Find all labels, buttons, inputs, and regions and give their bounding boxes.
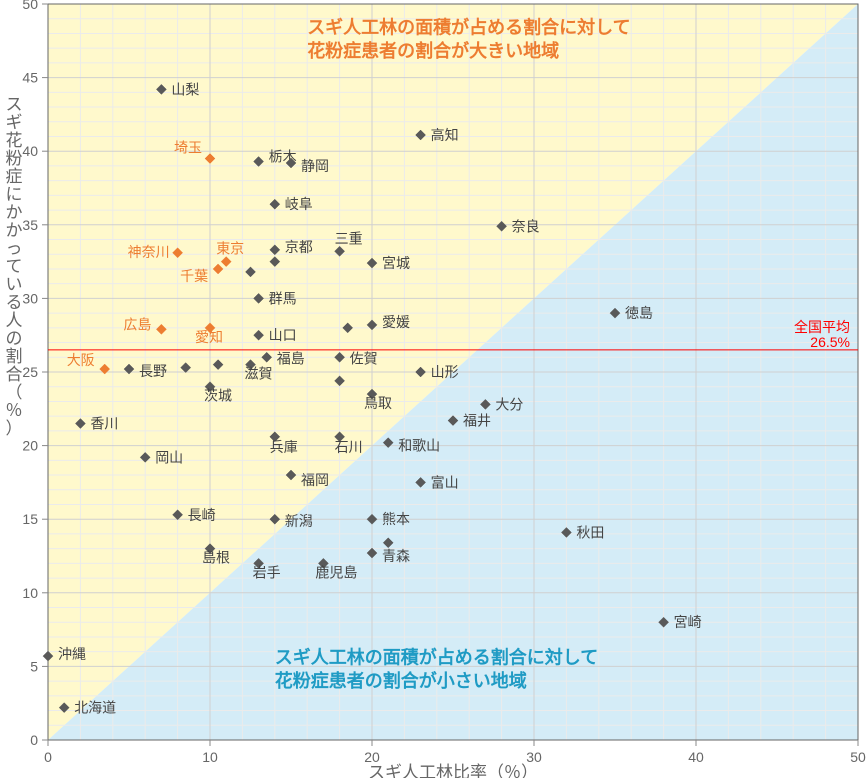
y-tick-label: 25	[22, 364, 38, 380]
point-label: 富山	[431, 474, 459, 490]
average-label-1: 全国平均	[794, 319, 850, 335]
point-label: 京都	[285, 239, 313, 255]
point-label: 佐賀	[350, 350, 378, 366]
point-label: 山形	[431, 364, 459, 380]
scatter-chart: 0102030405005101520253035404550スギ人工林比率（％…	[0, 0, 866, 778]
y-axis-label-char: ス	[6, 95, 23, 114]
y-tick-label: 50	[22, 0, 38, 12]
y-axis-label-char: て	[6, 257, 23, 276]
point-label: 新潟	[285, 513, 313, 529]
y-axis-label-char: ギ	[6, 113, 23, 132]
y-tick-label: 45	[22, 70, 38, 86]
point-label: 福島	[277, 350, 305, 366]
upper-region-text-2: 花粉症患者の割合が大きい地域	[307, 40, 559, 61]
point-label: 高知	[431, 127, 459, 143]
point-label: 鹿児島	[315, 564, 357, 580]
point-label: 石川	[335, 439, 363, 455]
point-label: 宮城	[382, 255, 410, 271]
y-axis-label-char: か	[6, 221, 23, 240]
point-label: 徳島	[625, 305, 653, 321]
point-label: 岡山	[155, 449, 183, 465]
point-label: 鳥取	[364, 395, 392, 411]
point-label: 岩手	[253, 564, 281, 580]
y-axis-label-char: 症	[6, 167, 23, 186]
point-label-highlight: 神奈川	[128, 244, 170, 260]
point-label: 島根	[202, 550, 230, 566]
point-label: 北海道	[74, 700, 116, 716]
y-axis-label-char: い	[6, 275, 23, 294]
y-axis-label-char: に	[6, 185, 23, 204]
point-label: 秋田	[576, 524, 604, 540]
upper-region-text-1: スギ人工林の面積が占める割合に対して	[307, 16, 630, 37]
lower-region-text-2: 花粉症患者の割合が小さい地域	[275, 670, 527, 691]
point-label: 三重	[335, 230, 363, 246]
point-label: 長崎	[188, 507, 216, 523]
point-label: 福岡	[301, 472, 329, 488]
x-axis-label: スギ人工林比率（％）	[368, 763, 538, 778]
y-axis-label-char: ％	[6, 401, 23, 420]
y-tick-label: 0	[30, 732, 38, 748]
x-tick-label: 40	[688, 749, 704, 765]
y-tick-label: 20	[22, 438, 38, 454]
y-axis-label-char: っ	[6, 239, 23, 258]
point-label-highlight: 東京	[216, 241, 244, 257]
point-label: 香川	[90, 416, 118, 432]
y-axis-label-char: 粉	[6, 149, 23, 168]
x-tick-label: 0	[44, 749, 52, 765]
point-label-highlight: 千葉	[180, 268, 208, 284]
point-label: 滋賀	[245, 366, 273, 382]
point-label-highlight: 愛知	[195, 329, 223, 345]
y-axis-label-char: （	[6, 383, 23, 402]
point-label: 長野	[139, 363, 167, 379]
y-tick-label: 5	[30, 658, 38, 674]
point-label: 宮崎	[674, 614, 702, 630]
point-label: 静岡	[301, 158, 329, 174]
point-label: 山梨	[171, 81, 199, 97]
point-label: 青森	[382, 548, 410, 564]
lower-region-text-1: スギ人工林の面積が占める割合に対して	[275, 646, 598, 667]
point-label: 奈良	[512, 218, 540, 234]
y-tick-label: 15	[22, 511, 38, 527]
point-label-highlight: 広島	[123, 316, 151, 332]
y-tick-label: 30	[22, 290, 38, 306]
y-axis-label-char: 割	[6, 347, 23, 366]
y-axis-label-char: ）	[6, 419, 23, 438]
point-label: 熊本	[382, 511, 410, 527]
point-label: 岐阜	[285, 196, 313, 212]
point-label: 群馬	[269, 290, 297, 306]
x-tick-label: 50	[850, 749, 866, 765]
y-tick-label: 10	[22, 585, 38, 601]
y-axis-label-char: の	[6, 329, 23, 348]
point-label: 沖縄	[58, 646, 86, 662]
point-label: 愛媛	[382, 314, 410, 330]
scatter-chart-container: 0102030405005101520253035404550スギ人工林比率（％…	[0, 0, 866, 778]
y-tick-label: 35	[22, 217, 38, 233]
y-axis-label-char: 人	[6, 311, 23, 330]
point-label: 茨城	[204, 388, 232, 404]
point-label: 和歌山	[398, 438, 440, 454]
point-label: 山口	[269, 327, 297, 343]
y-tick-label: 40	[22, 143, 38, 159]
point-label-highlight: 埼玉	[174, 140, 202, 156]
point-label: 福井	[463, 413, 491, 429]
point-label: 兵庫	[270, 439, 298, 455]
average-label-2: 26.5%	[810, 334, 850, 350]
x-tick-label: 10	[202, 749, 218, 765]
y-axis-label-char: 合	[6, 365, 23, 384]
y-axis-label-char: 花	[6, 131, 23, 150]
y-axis-label-char: る	[6, 293, 23, 312]
y-axis-label-char: か	[6, 203, 23, 222]
point-label-highlight: 大阪	[67, 352, 95, 368]
point-label: 大分	[495, 396, 523, 412]
